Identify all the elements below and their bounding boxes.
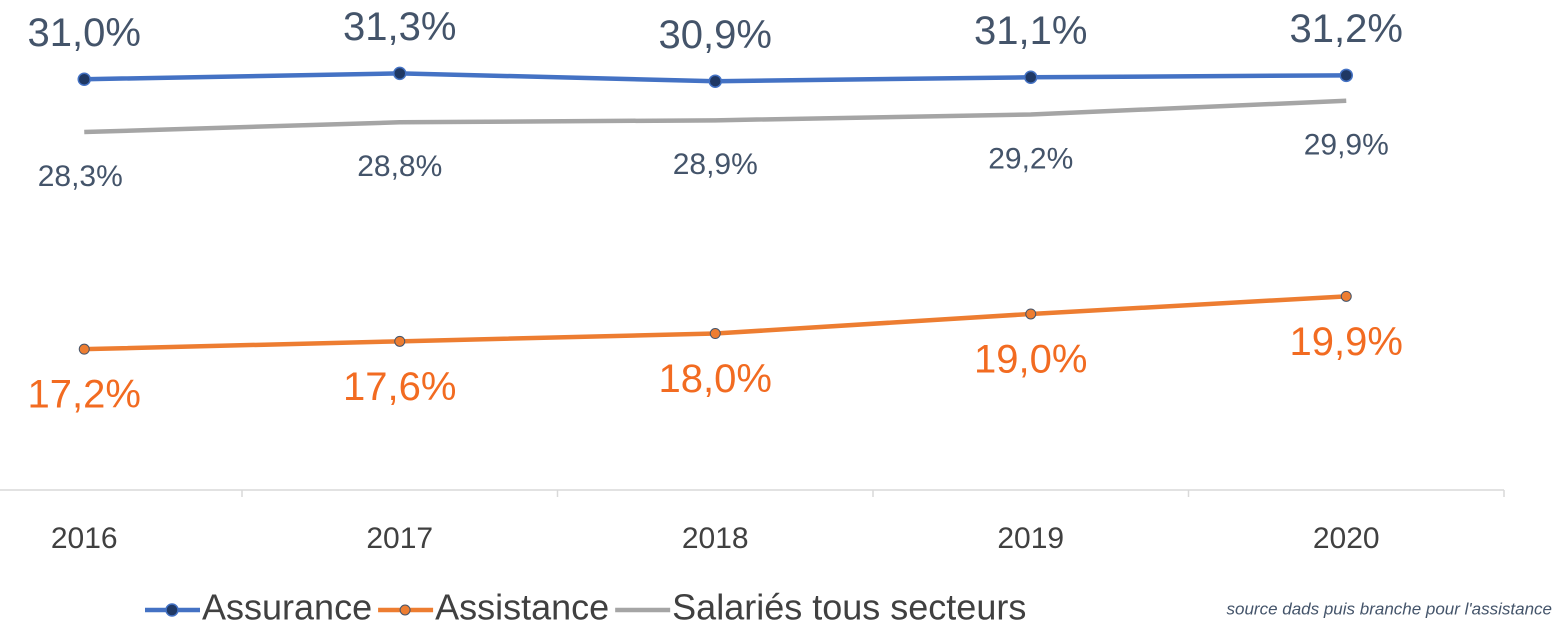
line-series: [84, 98, 1347, 135]
legend-label: Assistance: [435, 587, 609, 628]
x-tick-label: 2019: [997, 522, 1064, 555]
data-label: 28,9%: [673, 148, 758, 181]
data-label: 31,0%: [28, 11, 141, 55]
data-label: 19,0%: [974, 338, 1087, 382]
data-label: 29,9%: [1304, 129, 1389, 162]
marker: [1024, 70, 1038, 85]
marker: [394, 335, 406, 347]
source-note: source dads puis branche pour l'assistan…: [1227, 599, 1552, 618]
legend-marker: [165, 603, 179, 617]
data-label: 30,9%: [659, 13, 772, 57]
x-tick-label: 2018: [682, 522, 749, 555]
marker: [393, 66, 407, 81]
marker: [1340, 290, 1352, 302]
data-label: 28,8%: [357, 150, 442, 183]
data-label: 17,6%: [343, 365, 456, 409]
data-label: 31,2%: [1290, 7, 1403, 51]
data-label: 29,2%: [988, 142, 1073, 175]
legend-label: Assurance: [202, 587, 372, 628]
legend-marker: [399, 604, 411, 616]
legend-label: Salariés tous secteurs: [672, 587, 1026, 628]
data-label: 19,9%: [1290, 320, 1403, 364]
x-tick-label: 2017: [366, 522, 433, 555]
line-series: [84, 294, 1347, 352]
data-label: 28,3%: [38, 160, 123, 193]
data-label: 17,2%: [28, 373, 141, 417]
marker: [709, 328, 721, 340]
x-tick-label: 2020: [1313, 522, 1380, 555]
data-label: 18,0%: [659, 357, 772, 401]
marker: [77, 72, 91, 86]
marker: [1339, 68, 1353, 83]
marker: [1025, 308, 1037, 320]
x-tick-label: 2016: [51, 522, 118, 555]
data-label: 31,1%: [974, 9, 1087, 53]
data-label: 31,3%: [343, 5, 456, 49]
marker: [708, 74, 722, 88]
marker: [78, 343, 90, 355]
